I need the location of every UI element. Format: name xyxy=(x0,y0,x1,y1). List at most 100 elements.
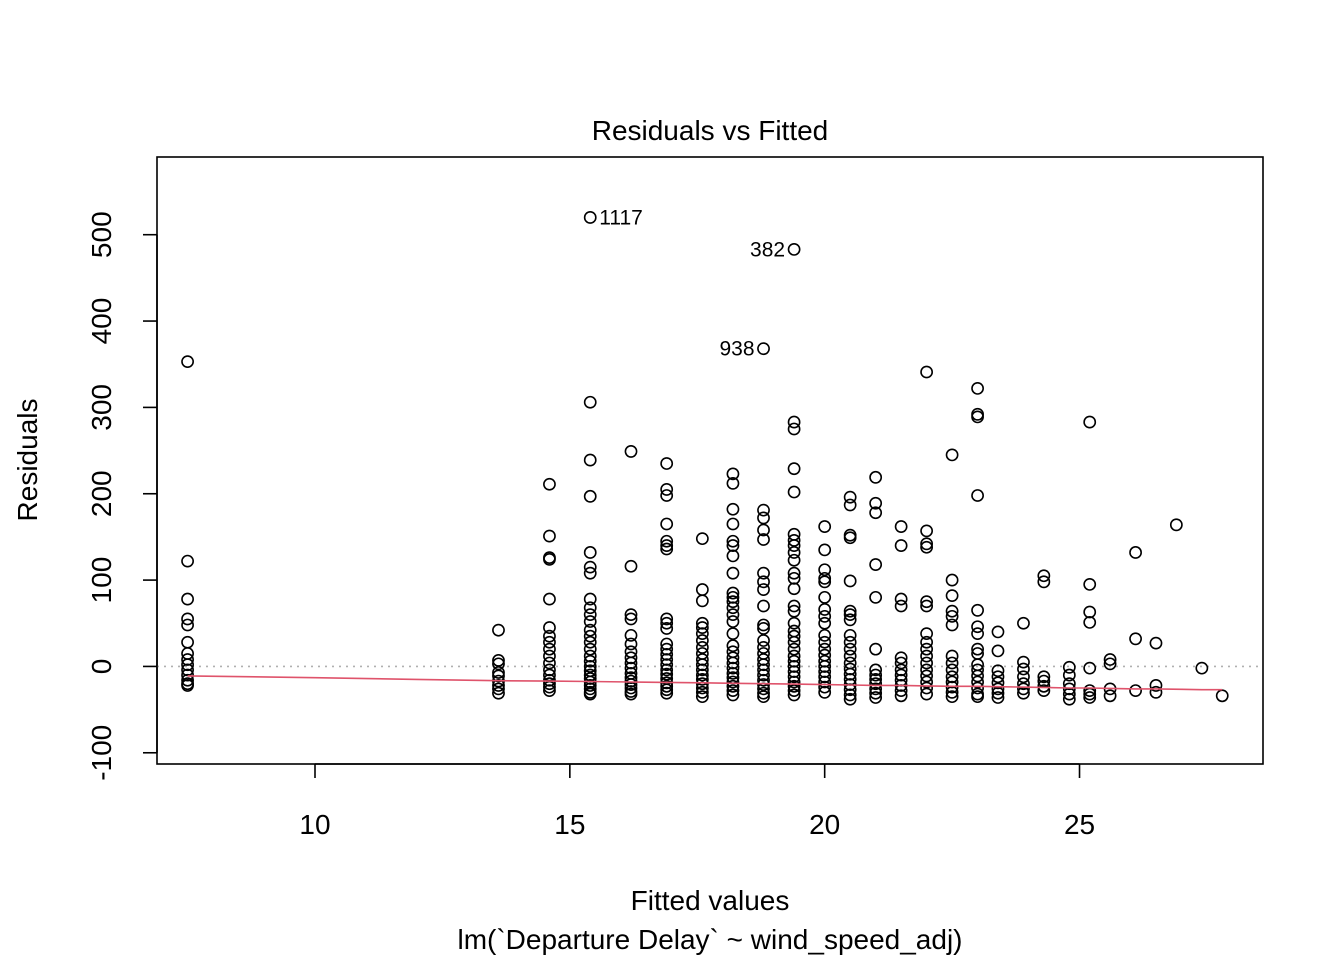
residual-point xyxy=(757,686,770,700)
residual-point xyxy=(945,680,959,694)
residual-point xyxy=(787,654,801,668)
residual-point xyxy=(726,476,740,490)
residual-point xyxy=(843,628,857,642)
residual-point xyxy=(787,649,801,663)
residual-point xyxy=(757,668,770,682)
residual-point xyxy=(583,560,597,574)
y-tick-label: 200 xyxy=(86,470,117,517)
residual-point xyxy=(818,670,832,684)
residual-point xyxy=(583,566,597,580)
residual-point xyxy=(1083,615,1097,629)
residual-point xyxy=(181,663,194,677)
residual-point xyxy=(1017,677,1030,691)
residual-point xyxy=(726,539,740,552)
residual-point xyxy=(920,537,934,551)
y-tick-label: -100 xyxy=(86,725,117,781)
residual-point xyxy=(181,673,194,687)
residual-point xyxy=(726,661,740,675)
residual-point xyxy=(818,685,832,699)
residual-point xyxy=(583,654,597,668)
residual-point xyxy=(757,673,770,687)
residual-point xyxy=(660,637,674,651)
residual-point xyxy=(787,629,801,643)
residual-point xyxy=(624,637,638,651)
residual-point xyxy=(695,594,709,608)
residual-point xyxy=(660,489,674,502)
residual-point xyxy=(1017,670,1030,684)
residual-point xyxy=(695,658,709,672)
residual-point xyxy=(945,670,959,684)
residual-point xyxy=(1017,616,1030,630)
residual-point xyxy=(818,665,832,679)
residual-point xyxy=(583,453,597,467)
residual-point xyxy=(991,682,1005,696)
residual-point xyxy=(971,663,984,677)
residual-point xyxy=(583,546,597,559)
residual-point xyxy=(726,502,740,516)
residual-point xyxy=(695,621,709,634)
residual-point xyxy=(583,660,597,673)
residual-point xyxy=(971,642,984,656)
residual-point xyxy=(971,620,984,634)
residual-point xyxy=(920,642,934,656)
residual-point xyxy=(843,667,857,681)
residual-point xyxy=(920,627,934,641)
residual-point xyxy=(583,489,597,503)
residual-point xyxy=(726,679,740,693)
residual-point xyxy=(726,608,740,622)
residual-point xyxy=(583,615,597,628)
residual-point xyxy=(660,686,674,700)
residual-point xyxy=(543,656,556,670)
residual-point xyxy=(843,490,857,504)
residual-point xyxy=(1062,692,1076,706)
residual-point xyxy=(843,649,857,663)
residual-point xyxy=(787,485,801,499)
residual-point xyxy=(695,668,709,682)
residual-point xyxy=(757,618,770,632)
residual-point xyxy=(660,679,674,693)
y-axis-label: Residuals xyxy=(12,399,43,522)
residual-point xyxy=(726,549,740,563)
x-axis-label: Fitted values xyxy=(631,885,790,916)
residual-point xyxy=(583,608,597,622)
residual-point xyxy=(991,644,1005,658)
residual-point xyxy=(757,511,770,525)
residual-point xyxy=(945,690,959,704)
residual-point xyxy=(660,517,674,531)
residual-point xyxy=(181,653,194,666)
residual-point xyxy=(492,686,505,700)
residual-point xyxy=(543,529,556,543)
residual-point xyxy=(920,595,934,609)
residual-point xyxy=(787,670,801,684)
residual-point xyxy=(787,539,801,552)
residual-point xyxy=(757,342,770,356)
residual-point xyxy=(843,692,857,706)
residual-point xyxy=(660,542,674,556)
residual-point xyxy=(787,553,801,567)
residual-point xyxy=(920,540,934,554)
residual-point xyxy=(583,395,597,409)
residual-point xyxy=(624,608,638,622)
residual-point xyxy=(787,462,801,476)
residual-point xyxy=(843,688,857,702)
residual-point xyxy=(757,690,770,704)
chart-title: Residuals vs Fitted xyxy=(592,115,829,146)
residual-point xyxy=(583,635,597,649)
y-tick-label: 500 xyxy=(86,211,117,258)
plot-frame xyxy=(156,156,1264,765)
residual-point xyxy=(492,623,505,637)
residual-point xyxy=(757,653,770,666)
residual-point xyxy=(660,483,674,496)
residual-point xyxy=(1017,662,1030,676)
residual-point xyxy=(660,667,674,681)
residual-point xyxy=(818,563,832,577)
residual-point xyxy=(726,666,740,680)
residual-point xyxy=(1103,657,1117,671)
residual-point xyxy=(492,679,505,692)
residual-point xyxy=(726,517,740,531)
residual-point xyxy=(869,663,883,677)
residual-point xyxy=(583,687,597,701)
residual-point xyxy=(695,616,709,630)
residual-point xyxy=(624,612,638,626)
residual-point xyxy=(894,689,908,703)
